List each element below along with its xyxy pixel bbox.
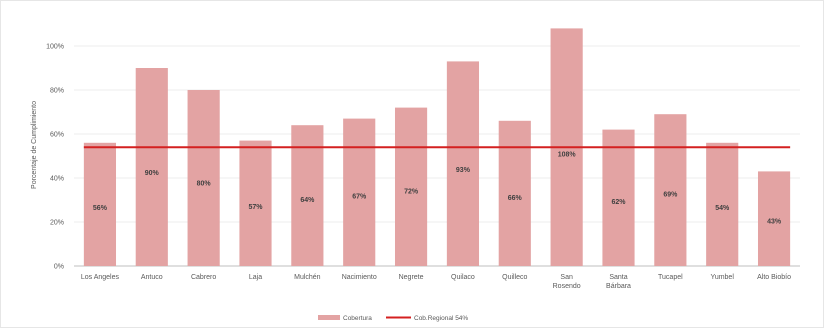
x-tick-label: Nacimiento <box>342 274 377 281</box>
bar <box>135 68 168 266</box>
x-tick-label: Bárbara <box>606 283 631 290</box>
bar <box>394 107 428 266</box>
x-tick-label: Cabrero <box>191 274 216 281</box>
data-label: 108% <box>558 151 577 158</box>
bar <box>757 171 791 266</box>
data-label: 90% <box>145 170 160 177</box>
x-tick-label: Quilleco <box>502 274 527 281</box>
bar <box>187 90 220 266</box>
data-label: 67% <box>352 194 367 201</box>
data-label: 43% <box>767 219 782 226</box>
bar <box>654 114 687 266</box>
data-label: 62% <box>611 199 626 206</box>
x-tick-label: Quilaco <box>451 274 475 281</box>
data-label: 72% <box>404 189 419 196</box>
x-tick-label: Rosendo <box>553 283 581 290</box>
data-label: 93% <box>456 167 471 174</box>
y-tick-label: 100% <box>46 44 64 51</box>
y-tick-label: 60% <box>50 132 64 139</box>
x-tick-label: Los Angeles <box>81 274 120 281</box>
data-label: 56% <box>93 205 108 212</box>
x-tick-label: Antuco <box>141 274 163 281</box>
y-tick-label: 40% <box>50 176 64 183</box>
bar <box>706 142 739 266</box>
y-tick-label: 0% <box>54 264 64 271</box>
bar <box>343 118 376 266</box>
legend-label-regional: Cob.Regional 54% <box>414 315 468 322</box>
data-label: 80% <box>197 180 212 187</box>
data-label: 66% <box>508 195 523 202</box>
x-tick-label: Mulchén <box>294 274 321 281</box>
bar <box>83 142 117 266</box>
bar <box>602 129 635 266</box>
x-tick-label: Santa <box>609 274 627 281</box>
bar <box>498 120 531 266</box>
x-axis: Los Angeles Antuco Cabrero Laja Mulchén Nacim… <box>81 274 791 290</box>
x-tick-label: Laja <box>249 274 262 281</box>
y-axis-label: Porcentaje de Cumplimiento <box>31 101 38 189</box>
x-tick-label: Alto Biobío <box>757 274 791 281</box>
data-label: 54% <box>715 205 730 212</box>
x-tick-label: Negrete <box>399 274 424 281</box>
y-tick-label: 20% <box>50 220 64 227</box>
data-label: 64% <box>300 197 315 204</box>
bar <box>239 140 272 266</box>
x-tick-label: Tucapel <box>658 274 683 281</box>
data-label: 57% <box>248 204 263 211</box>
data-label: 69% <box>663 192 678 199</box>
y-tick-label: 80% <box>50 88 64 95</box>
bar <box>291 125 324 266</box>
legend-label-cobertura: Cobertura <box>343 315 372 322</box>
legend-swatch-cobertura <box>318 315 340 320</box>
legend: Cobertura Cob.Regional 54% <box>318 315 468 322</box>
bar <box>446 61 480 267</box>
data-labels: 56% 90% 80% 57% 64% 67% 72% 93% 66% 108% 62% 69% 54%… <box>93 151 782 225</box>
x-tick-label: San <box>560 274 573 281</box>
y-axis: 0% 20% 40% 60% 80% 100% <box>46 44 64 271</box>
x-tick-label: Yumbel <box>711 274 735 281</box>
